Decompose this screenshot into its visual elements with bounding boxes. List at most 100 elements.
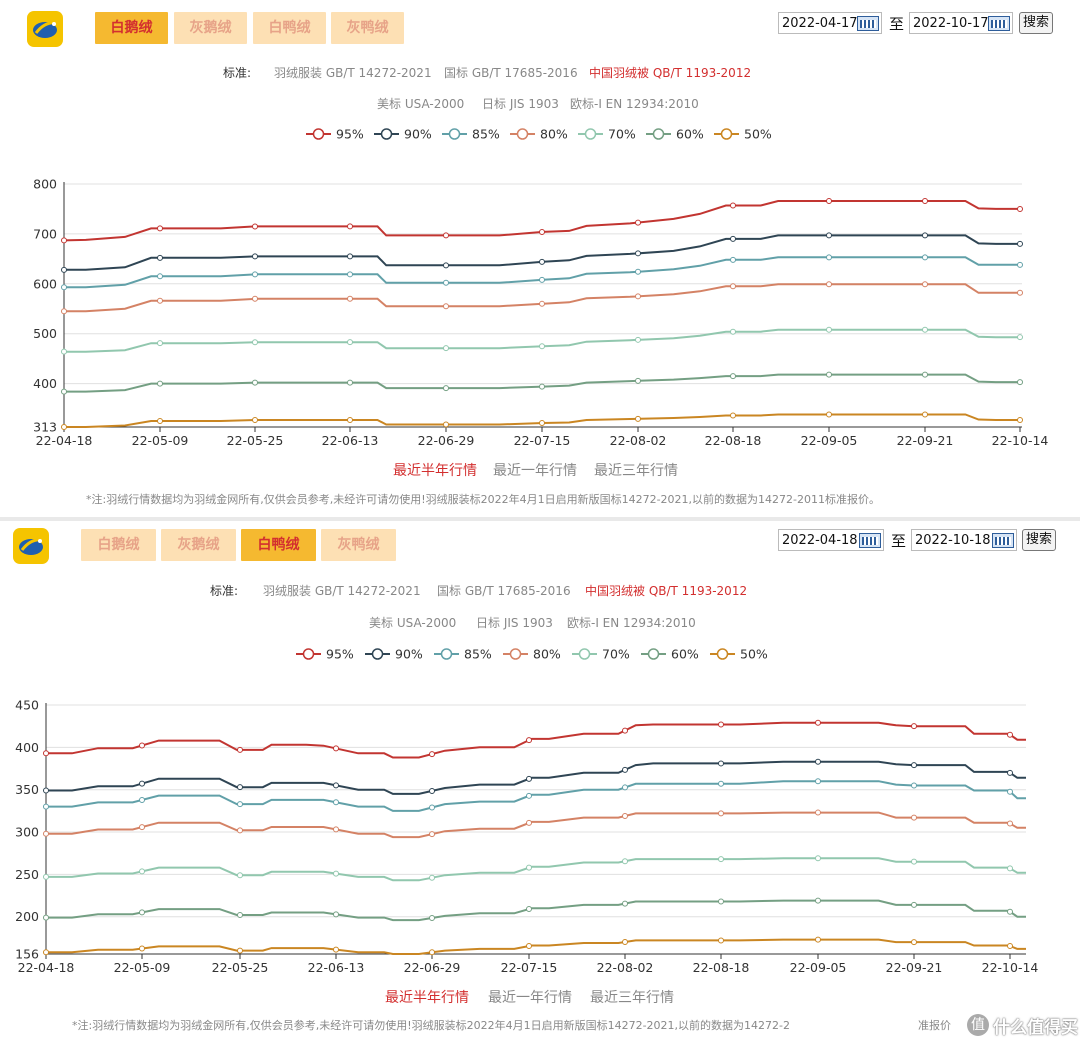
- standard-gb17685[interactable]: 国标 GB/T 17685-2016: [444, 66, 578, 80]
- legend-marker: [647, 648, 660, 660]
- range-half-year[interactable]: 最近半年行情: [393, 463, 477, 479]
- standard-gb14272[interactable]: 羽绒服装 GB/T 14272-2021: [263, 584, 421, 598]
- legend-marker: [440, 648, 453, 660]
- date-to-value: 2022-10-18: [915, 533, 991, 548]
- tab-white-goose[interactable]: 白鹅绒: [95, 12, 168, 44]
- data-point: [815, 758, 821, 765]
- data-point: [1017, 334, 1023, 341]
- tab-white-goose[interactable]: 白鹅绒: [81, 529, 156, 561]
- data-point: [718, 810, 724, 817]
- data-point: [730, 373, 736, 380]
- data-point: [911, 939, 917, 946]
- legend-marker: [509, 648, 522, 660]
- tab-white-duck[interactable]: 白鸭绒: [253, 12, 326, 44]
- calendar-icon[interactable]: [857, 16, 879, 31]
- standard-qb1193[interactable]: 中国羽绒被 QB/T 1193-2012: [589, 66, 752, 80]
- data-point: [622, 766, 628, 773]
- calendar-icon[interactable]: [859, 533, 881, 548]
- data-point: [1017, 240, 1023, 247]
- legend-item: 50%: [714, 127, 772, 142]
- range-three-year[interactable]: 最近三年行情: [594, 463, 678, 479]
- standard-jis[interactable]: 日标 JIS 1903: [482, 97, 559, 111]
- data-point: [237, 784, 243, 791]
- site-logo[interactable]: [13, 528, 49, 564]
- legend-marker: [720, 128, 733, 140]
- data-point: [526, 906, 532, 913]
- data-point: [730, 256, 736, 263]
- data-point: [43, 873, 49, 880]
- legend-label: 60%: [676, 127, 704, 142]
- data-point: [1007, 769, 1013, 776]
- x-tick-label: 22-09-05: [801, 433, 858, 448]
- tab-grey-goose[interactable]: 灰鹅绒: [161, 529, 236, 561]
- standard-qb1193[interactable]: 中国羽绒被 QB/T 1193-2012: [585, 584, 748, 598]
- data-point: [815, 897, 821, 904]
- standard-en[interactable]: 欧标-I EN 12934:2010: [570, 97, 699, 111]
- data-point: [526, 775, 532, 782]
- y-tick-label: 500: [33, 326, 57, 341]
- standard-gb14272[interactable]: 羽绒服装 GB/T 14272-2021: [274, 66, 432, 80]
- legend-item: 50%: [710, 647, 768, 662]
- standard-usa[interactable]: 美标 USA-2000: [377, 97, 465, 111]
- data-point: [1007, 908, 1013, 915]
- search-button[interactable]: 搜索: [1022, 529, 1057, 551]
- data-point: [61, 348, 67, 355]
- data-point: [815, 778, 821, 785]
- tab-white-duck[interactable]: 白鸭绒: [241, 529, 316, 561]
- x-tick-label: 22-05-09: [114, 960, 171, 975]
- date-range-separator: 至: [889, 15, 905, 33]
- legend-label: 70%: [602, 647, 630, 662]
- x-tick-label: 22-06-13: [322, 433, 379, 448]
- data-point: [429, 787, 435, 794]
- standard-jis[interactable]: 日标 JIS 1903: [476, 616, 553, 630]
- data-point: [429, 751, 435, 758]
- x-tick-label: 22-08-18: [693, 960, 750, 975]
- data-point: [333, 870, 339, 877]
- legend-item: 80%: [510, 127, 568, 142]
- data-point: [1017, 379, 1023, 386]
- data-point: [826, 371, 832, 378]
- data-point: [635, 268, 641, 275]
- data-point: [718, 780, 724, 787]
- calendar-icon[interactable]: [988, 16, 1010, 31]
- range-one-year[interactable]: 最近一年行情: [488, 990, 572, 1006]
- data-point: [347, 379, 353, 386]
- search-button[interactable]: 搜索: [1019, 12, 1054, 34]
- standard-usa[interactable]: 美标 USA-2000: [369, 616, 457, 630]
- data-point: [61, 266, 67, 273]
- date-to-input[interactable]: 2022-10-17: [909, 12, 1013, 34]
- data-point: [347, 223, 353, 230]
- date-range-separator: 至: [891, 532, 907, 550]
- legend-marker: [448, 128, 461, 140]
- y-tick-label: 800: [33, 177, 57, 192]
- data-point: [1017, 205, 1023, 212]
- data-point: [43, 803, 49, 810]
- date-from-input[interactable]: 2022-04-18: [778, 529, 884, 551]
- data-point: [922, 371, 928, 378]
- date-to-input[interactable]: 2022-10-18: [911, 529, 1017, 551]
- price-line-chart: 95% 90% 85% 80% 70% 60% 50% 156 200 250 300 350 400 4…: [15, 647, 1038, 976]
- standard-en[interactable]: 欧标-I EN 12934:2010: [567, 616, 696, 630]
- x-tick-label: 22-06-29: [418, 433, 475, 448]
- tab-grey-duck[interactable]: 灰鸭绒: [321, 529, 396, 561]
- series-line: [64, 328, 1022, 353]
- y-tick-label: 200: [15, 909, 39, 924]
- y-tick-label: 156: [15, 947, 39, 962]
- site-logo[interactable]: [27, 11, 63, 47]
- range-half-year[interactable]: 最近半年行情: [385, 990, 469, 1006]
- data-point: [429, 874, 435, 881]
- series-line: [46, 938, 1026, 955]
- data-point: [730, 235, 736, 242]
- data-point: [443, 232, 449, 239]
- range-three-year[interactable]: 最近三年行情: [590, 990, 674, 1006]
- date-from-input[interactable]: 2022-04-17: [778, 12, 882, 34]
- data-point: [237, 746, 243, 753]
- data-point: [139, 868, 145, 875]
- standard-gb17685[interactable]: 国标 GB/T 17685-2016: [437, 584, 571, 598]
- tab-grey-goose[interactable]: 灰鹅绒: [174, 12, 247, 44]
- data-point: [443, 421, 449, 428]
- calendar-icon[interactable]: [992, 533, 1014, 548]
- data-point: [730, 412, 736, 419]
- range-one-year[interactable]: 最近一年行情: [493, 463, 577, 479]
- tab-grey-duck[interactable]: 灰鸭绒: [331, 12, 404, 44]
